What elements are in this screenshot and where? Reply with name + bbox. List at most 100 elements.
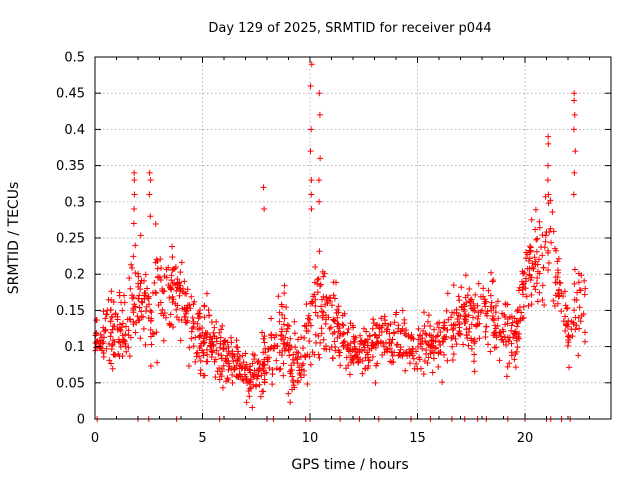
data-point bbox=[487, 269, 494, 276]
data-point bbox=[333, 279, 340, 286]
data-point bbox=[117, 327, 124, 334]
data-point bbox=[492, 325, 499, 332]
data-point bbox=[508, 313, 515, 320]
data-point bbox=[133, 319, 140, 326]
data-point bbox=[552, 273, 559, 280]
data-point bbox=[108, 288, 115, 295]
data-point bbox=[116, 289, 123, 296]
data-point bbox=[395, 328, 402, 335]
data-point bbox=[307, 148, 314, 155]
data-point bbox=[581, 277, 588, 284]
data-point bbox=[521, 269, 528, 276]
data-point bbox=[317, 281, 324, 288]
data-point bbox=[528, 291, 535, 298]
data-point bbox=[97, 331, 104, 338]
data-point bbox=[536, 224, 543, 231]
data-point bbox=[571, 169, 578, 176]
data-point bbox=[421, 309, 428, 316]
data-point bbox=[316, 90, 323, 97]
data-point bbox=[151, 279, 158, 286]
data-point bbox=[269, 366, 276, 373]
data-point bbox=[183, 305, 190, 312]
data-point bbox=[371, 331, 378, 338]
data-point bbox=[494, 298, 501, 305]
data-point bbox=[531, 283, 538, 290]
data-point bbox=[301, 372, 308, 379]
data-point bbox=[352, 334, 359, 341]
data-point bbox=[390, 329, 397, 336]
data-point bbox=[147, 213, 154, 220]
data-point bbox=[203, 358, 210, 365]
data-point bbox=[443, 307, 450, 314]
data-point bbox=[147, 326, 154, 333]
data-point bbox=[316, 111, 323, 118]
data-point bbox=[258, 372, 265, 379]
data-point bbox=[373, 362, 380, 369]
data-point bbox=[570, 126, 577, 133]
data-point bbox=[525, 302, 532, 309]
data-point bbox=[496, 357, 503, 364]
data-point bbox=[581, 291, 588, 298]
data-point bbox=[167, 285, 174, 292]
data-point bbox=[571, 97, 578, 104]
data-point bbox=[259, 329, 266, 336]
data-point bbox=[169, 299, 176, 306]
x-tick-label: 10 bbox=[302, 431, 319, 446]
data-point bbox=[148, 333, 155, 340]
data-point bbox=[334, 314, 341, 321]
data-point bbox=[326, 294, 333, 301]
data-point bbox=[362, 354, 369, 361]
data-point bbox=[225, 376, 232, 383]
data-point bbox=[293, 349, 300, 356]
data-point bbox=[454, 316, 461, 323]
data-point bbox=[551, 302, 558, 309]
data-point bbox=[160, 337, 167, 344]
data-point bbox=[508, 327, 515, 334]
data-point bbox=[163, 266, 170, 273]
data-point bbox=[321, 345, 328, 352]
data-point bbox=[166, 294, 173, 301]
data-point bbox=[165, 282, 172, 289]
data-point bbox=[318, 308, 325, 315]
data-point bbox=[339, 321, 346, 328]
data-point bbox=[318, 303, 325, 310]
data-point bbox=[196, 313, 203, 320]
data-point bbox=[421, 323, 428, 330]
data-point bbox=[403, 327, 410, 334]
data-point bbox=[362, 365, 369, 372]
data-point bbox=[229, 354, 236, 361]
data-point bbox=[190, 343, 197, 350]
data-point bbox=[212, 356, 219, 363]
data-point bbox=[524, 265, 531, 272]
data-point bbox=[198, 325, 205, 332]
data-point bbox=[536, 256, 543, 263]
data-point bbox=[320, 336, 327, 343]
data-point bbox=[544, 162, 551, 169]
data-point bbox=[93, 317, 100, 324]
data-point bbox=[476, 335, 483, 342]
data-point bbox=[493, 344, 500, 351]
data-point bbox=[288, 366, 295, 373]
data-point bbox=[456, 328, 463, 335]
data-point bbox=[114, 316, 121, 323]
data-point bbox=[512, 329, 519, 336]
data-point bbox=[509, 319, 516, 326]
data-point bbox=[440, 351, 447, 358]
data-point bbox=[277, 365, 284, 372]
data-point bbox=[523, 249, 530, 256]
data-point bbox=[316, 198, 323, 205]
data-point bbox=[508, 349, 515, 356]
data-point bbox=[111, 351, 118, 358]
data-point bbox=[177, 269, 184, 276]
data-point bbox=[121, 338, 128, 345]
data-point bbox=[492, 309, 499, 316]
data-point bbox=[168, 272, 175, 279]
data-point bbox=[397, 352, 404, 359]
data-point bbox=[410, 355, 417, 362]
data-point bbox=[108, 345, 115, 352]
data-point bbox=[452, 336, 459, 343]
data-point bbox=[130, 253, 137, 260]
data-point bbox=[221, 338, 228, 345]
data-point bbox=[539, 282, 546, 289]
data-point bbox=[330, 292, 337, 299]
